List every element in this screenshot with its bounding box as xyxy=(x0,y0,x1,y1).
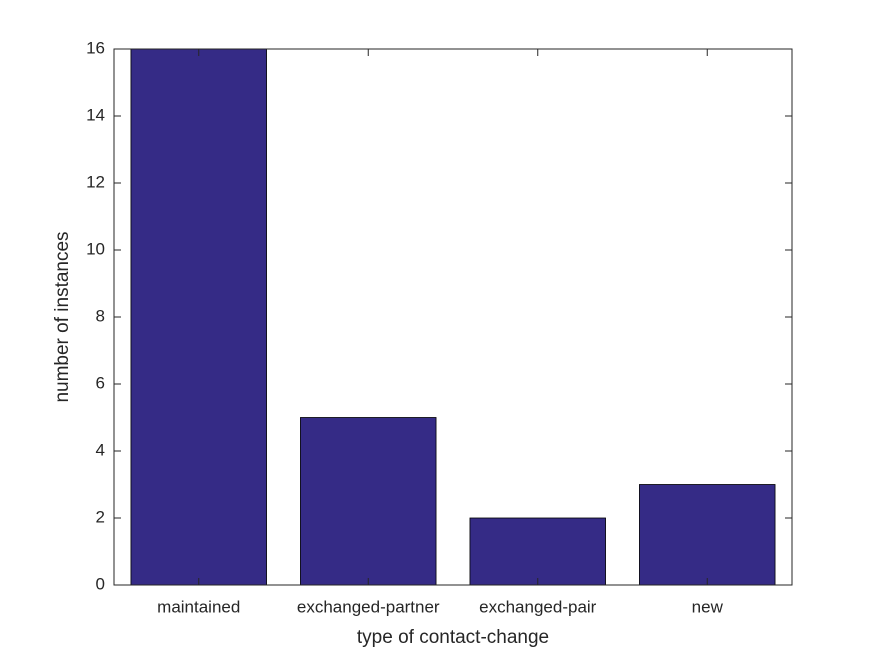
y-tick-label: 10 xyxy=(86,239,105,258)
y-tick-label: 14 xyxy=(86,105,105,124)
y-tick-label: 12 xyxy=(86,172,105,191)
bar xyxy=(130,48,267,586)
bar xyxy=(300,417,437,586)
bar xyxy=(469,517,606,586)
x-tick-label: exchanged-partner xyxy=(297,597,440,616)
y-tick-label: 8 xyxy=(96,306,105,325)
y-tick-label: 0 xyxy=(96,574,105,593)
x-tick-label: maintained xyxy=(157,597,240,616)
y-tick-label: 2 xyxy=(96,507,105,526)
bar xyxy=(639,484,776,586)
y-axis-label: number of instances xyxy=(52,231,73,402)
y-tick-label: 4 xyxy=(96,440,105,459)
y-tick-label: 16 xyxy=(86,38,105,57)
x-tick-label: exchanged-pair xyxy=(479,597,597,616)
y-tick-label: 6 xyxy=(96,373,105,392)
x-axis-label: type of contact-change xyxy=(357,627,549,648)
x-tick-label: new xyxy=(692,597,724,616)
